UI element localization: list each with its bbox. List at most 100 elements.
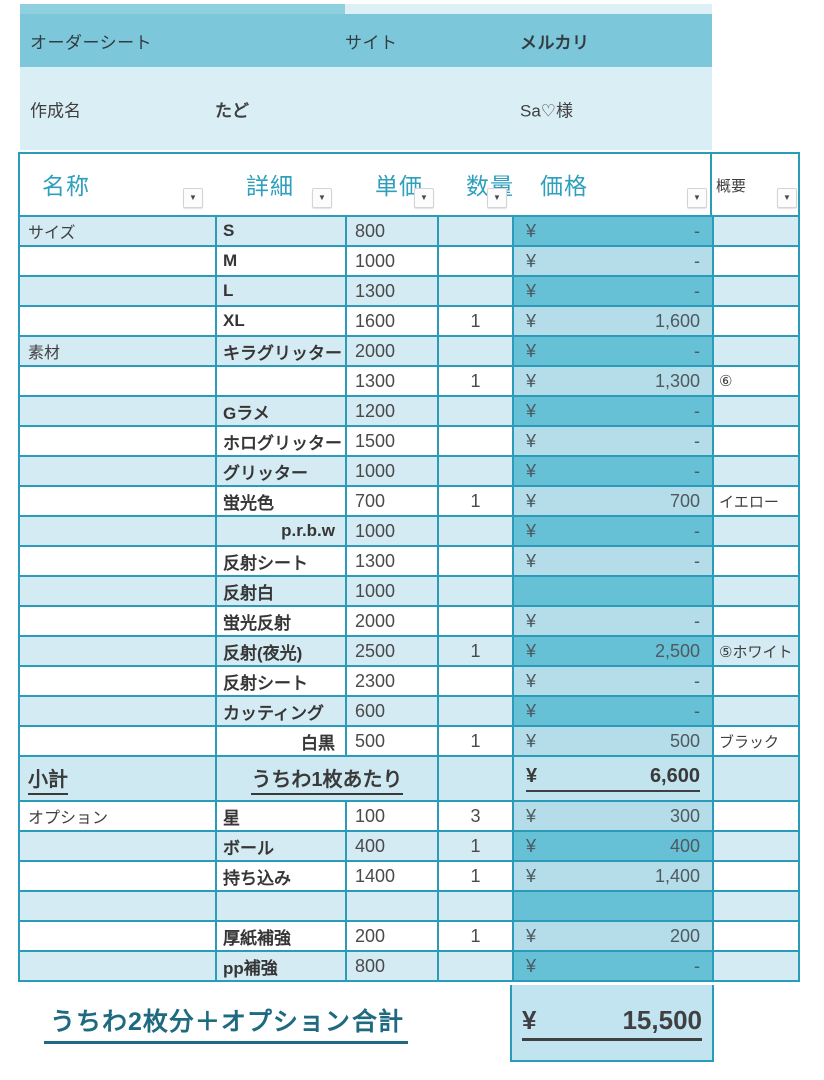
cell-price[interactable]: ¥ -: [512, 397, 712, 425]
column-header-detail[interactable]: 詳細: [246, 173, 294, 199]
cell-note[interactable]: [712, 457, 798, 485]
cell-quantity[interactable]: [437, 457, 512, 485]
cell-detail[interactable]: ホログリッター: [215, 427, 345, 455]
cell-quantity[interactable]: 1: [437, 727, 512, 755]
cell-unit-price[interactable]: 200: [345, 922, 437, 950]
filter-button-unit[interactable]: ▼: [414, 188, 434, 208]
cell-unit-price[interactable]: 1000: [345, 247, 437, 275]
cell-note[interactable]: [712, 517, 798, 545]
cell-quantity[interactable]: 1: [437, 922, 512, 950]
cell-quantity[interactable]: [437, 952, 512, 980]
cell-detail[interactable]: 反射シート: [215, 667, 345, 695]
cell-quantity[interactable]: [437, 247, 512, 275]
filter-button-price[interactable]: ▼: [687, 188, 707, 208]
cell-detail[interactable]: XL: [215, 307, 345, 335]
filter-button-name[interactable]: ▼: [183, 188, 203, 208]
cell-quantity[interactable]: 1: [437, 307, 512, 335]
cell-price[interactable]: ¥1,300: [512, 367, 712, 395]
cell-quantity[interactable]: [437, 277, 512, 305]
cell-note[interactable]: [712, 952, 798, 980]
cell-quantity[interactable]: [437, 547, 512, 575]
cell-note[interactable]: [712, 277, 798, 305]
cell-name[interactable]: [20, 427, 215, 455]
filter-button-note[interactable]: ▼: [777, 188, 797, 208]
creator-name[interactable]: たど: [215, 101, 249, 120]
cell-name[interactable]: [20, 922, 215, 950]
cell-detail[interactable]: 蛍光色: [215, 487, 345, 515]
cell-detail[interactable]: Gラメ: [215, 397, 345, 425]
cell-note[interactable]: [712, 697, 798, 725]
cell-name[interactable]: 素材: [28, 345, 61, 362]
cell-name[interactable]: [20, 892, 215, 920]
cell-price[interactable]: ¥ -: [512, 457, 712, 485]
cell-price[interactable]: ¥ -: [512, 277, 712, 305]
customer-name[interactable]: Sa♡様: [520, 101, 574, 120]
cell-detail[interactable]: 反射シート: [215, 547, 345, 575]
cell-unit-price[interactable]: 800: [345, 952, 437, 980]
cell-note[interactable]: [712, 577, 798, 605]
column-header-note[interactable]: 概要: [716, 178, 747, 195]
cell-price[interactable]: ¥ -: [512, 247, 712, 275]
cell-quantity[interactable]: [437, 607, 512, 635]
cell-detail[interactable]: p.r.b.w: [215, 517, 345, 545]
cell-name[interactable]: サイズ: [28, 225, 76, 242]
cell-unit-price[interactable]: 1000: [345, 577, 437, 605]
cell-name[interactable]: [20, 367, 215, 395]
cell-name[interactable]: [20, 697, 215, 725]
cell-quantity[interactable]: [437, 577, 512, 605]
filter-button-qty[interactable]: ▼: [487, 188, 507, 208]
cell-detail[interactable]: グリッター: [215, 457, 345, 485]
cell-unit-price[interactable]: 1200: [345, 397, 437, 425]
cell-quantity[interactable]: [437, 217, 512, 245]
creator-label[interactable]: 作成名: [30, 101, 81, 120]
site-label[interactable]: サイト: [345, 33, 398, 52]
cell-name[interactable]: [20, 547, 215, 575]
cell-price[interactable]: ¥ -: [512, 547, 712, 575]
cell-unit-price[interactable]: 400: [345, 832, 437, 860]
subtotal-price-cell[interactable]: ¥ 6,600: [512, 757, 712, 800]
cell-unit-price[interactable]: [345, 892, 437, 920]
cell-name[interactable]: [20, 667, 215, 695]
cell-quantity[interactable]: 1: [437, 637, 512, 665]
cell-unit-price[interactable]: 1000: [345, 517, 437, 545]
grand-total-label[interactable]: 合計: [348, 1002, 409, 1044]
cell-note[interactable]: ⑥: [712, 367, 798, 395]
cell-quantity[interactable]: [437, 337, 512, 365]
cell-unit-price[interactable]: 1600: [345, 307, 437, 335]
cell-quantity[interactable]: [437, 427, 512, 455]
cell-detail[interactable]: M: [215, 247, 345, 275]
cell-unit-price[interactable]: 500: [345, 727, 437, 755]
cell-name[interactable]: [20, 832, 215, 860]
cell-name[interactable]: [20, 577, 215, 605]
cell-unit-price[interactable]: 1500: [345, 427, 437, 455]
grand-total-cell[interactable]: ¥ 15,500: [510, 985, 714, 1062]
cell-name[interactable]: [20, 952, 215, 980]
cell-note[interactable]: [712, 547, 798, 575]
cell-unit-price[interactable]: 1300: [345, 277, 437, 305]
cell-price[interactable]: [512, 892, 712, 920]
cell-detail[interactable]: 星: [215, 802, 345, 830]
cell-price[interactable]: ¥ -: [512, 697, 712, 725]
subtotal-note-cell[interactable]: [712, 757, 798, 800]
cell-price[interactable]: ¥1,400: [512, 862, 712, 890]
cell-note[interactable]: [712, 832, 798, 860]
cell-price[interactable]: ¥ -: [512, 952, 712, 980]
cell-price[interactable]: [512, 577, 712, 605]
site-value[interactable]: メルカリ: [520, 33, 590, 52]
column-header-price[interactable]: 価格: [540, 173, 588, 199]
cell-detail[interactable]: S: [215, 217, 345, 245]
cell-quantity[interactable]: [437, 892, 512, 920]
cell-note[interactable]: [712, 337, 798, 365]
cell-price[interactable]: ¥200: [512, 922, 712, 950]
cell-note[interactable]: [712, 802, 798, 830]
cell-quantity[interactable]: 1: [437, 367, 512, 395]
cell-quantity[interactable]: [437, 517, 512, 545]
cell-price[interactable]: ¥ -: [512, 607, 712, 635]
filter-button-detail[interactable]: ▼: [312, 188, 332, 208]
cell-note[interactable]: [712, 427, 798, 455]
cell-name[interactable]: [20, 307, 215, 335]
cell-quantity[interactable]: 3: [437, 802, 512, 830]
cell-note[interactable]: ブラック: [712, 727, 798, 755]
subtotal-label-cell[interactable]: 小計: [20, 757, 215, 800]
cell-quantity[interactable]: 1: [437, 487, 512, 515]
